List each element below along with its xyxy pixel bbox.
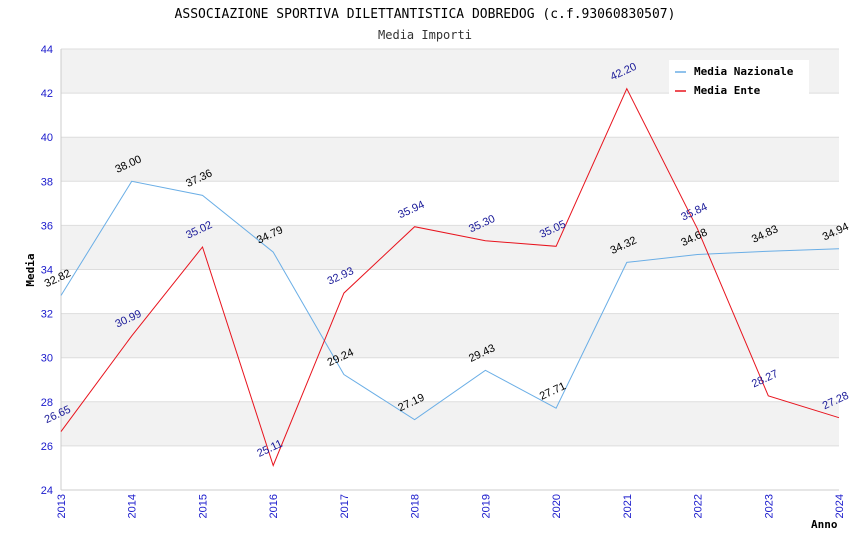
- x-tick-label: 2013: [56, 494, 68, 518]
- chart-subtitle: Media Importi: [378, 28, 472, 42]
- plot-band: [61, 269, 839, 314]
- plot-band: [61, 181, 839, 226]
- x-axis-title: Anno: [811, 518, 838, 531]
- legend-label-nazionale: Media Nazionale: [694, 65, 794, 78]
- axes: [60, 49, 839, 491]
- x-tick-label: 2020: [551, 494, 563, 518]
- plot-bands: [61, 49, 839, 490]
- y-axis-title: Media: [24, 253, 37, 286]
- x-tick-label: 2021: [622, 494, 634, 518]
- y-tick-label: 42: [41, 88, 53, 100]
- legend: Media Nazionale Media Ente: [669, 60, 809, 98]
- plot-band: [61, 225, 839, 270]
- y-tick-label: 36: [41, 220, 53, 232]
- legend-box: [669, 60, 809, 98]
- plot-band: [61, 93, 839, 138]
- plot-band: [61, 137, 839, 182]
- y-tick-label: 40: [41, 132, 53, 144]
- series-line-nazionale: [60, 180, 840, 421]
- y-tick-label: 24: [41, 485, 53, 497]
- x-tick-label: 2016: [268, 494, 280, 518]
- plot-band: [61, 313, 839, 358]
- y-tick-label: 28: [41, 397, 53, 409]
- x-tick-label: 2023: [763, 494, 775, 518]
- x-tick-label: 2017: [339, 494, 351, 518]
- y-tick-label: 26: [41, 441, 53, 453]
- y-tick-label: 38: [41, 176, 53, 188]
- y-tick-label: 30: [41, 353, 53, 365]
- x-tick-label: 2019: [480, 494, 492, 518]
- x-tick-label: 2015: [197, 494, 209, 518]
- x-tick-label: 2014: [127, 494, 139, 518]
- series-line-ente: [60, 87, 840, 467]
- legend-label-ente: Media Ente: [694, 84, 761, 97]
- chart-title: ASSOCIAZIONE SPORTIVA DILETTANTISTICA DO…: [175, 7, 676, 22]
- y-tick-label: 34: [41, 265, 53, 277]
- x-tick-label: 2018: [410, 494, 422, 518]
- y-tick-label: 32: [41, 309, 53, 321]
- y-axis-ticks: 24 26 28 30 32 34 36 38 40 42 44: [41, 44, 53, 497]
- x-axis-ticks: 2013 2014 2015 2016 2017 2018 2019 2020 2021 2022…: [56, 494, 846, 518]
- series-lines: [60, 87, 840, 467]
- x-tick-label: 2024: [834, 494, 846, 518]
- plot-band: [61, 401, 839, 446]
- plot-band: [61, 445, 839, 490]
- x-tick-label: 2022: [693, 494, 705, 518]
- y-tick-label: 44: [41, 44, 53, 56]
